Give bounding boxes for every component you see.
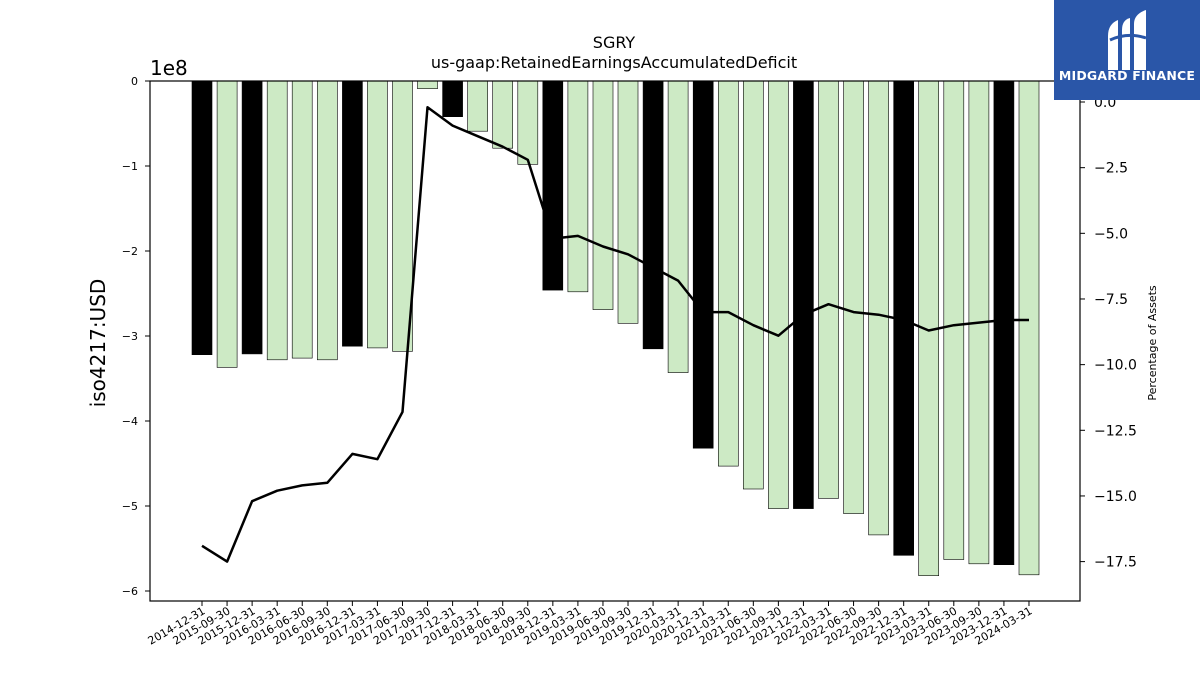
y-axis-ticks: 0 −1 −2 −3 −4 −5 −6	[122, 75, 150, 598]
chart-title: SGRY	[593, 33, 636, 52]
x-axis-ticks: 2014-12-312015-09-302015-12-312016-03-31…	[146, 601, 1034, 648]
y-axis-multiplier: 1e8	[150, 56, 188, 80]
bar	[316, 80, 338, 361]
bar-series	[191, 80, 1040, 577]
bar	[1018, 80, 1040, 576]
y2-axis-label: Percentage of Assets	[1146, 285, 1159, 401]
bar	[567, 80, 589, 293]
bar	[667, 80, 689, 373]
y2-tick-label: −17.5	[1094, 555, 1137, 571]
y-tick-label: −3	[122, 330, 138, 343]
y-axis-label: iso4217:USD	[86, 279, 110, 408]
y-tick-label: −6	[122, 585, 138, 598]
bar	[367, 80, 388, 349]
y2-tick-label: −7.5	[1094, 292, 1128, 308]
y2-tick-label: −12.5	[1094, 423, 1137, 439]
y2-tick-label: −10.0	[1094, 358, 1137, 374]
y-tick-label: −4	[122, 415, 138, 428]
bar	[342, 80, 363, 347]
bar	[793, 80, 814, 509]
bar	[742, 80, 764, 490]
bar	[993, 80, 1015, 566]
bar	[868, 80, 889, 536]
bar	[442, 80, 463, 118]
bar	[943, 80, 965, 560]
y2-tick-label: −15.0	[1094, 489, 1137, 505]
bar	[517, 80, 539, 165]
bar	[392, 80, 413, 352]
y-tick-label: −2	[122, 245, 138, 258]
chart-subtitle: us-gaap:RetainedEarningsAccumulatedDefic…	[431, 53, 797, 72]
bar	[768, 80, 789, 509]
bar	[642, 80, 664, 350]
y-tick-label: −5	[122, 500, 138, 513]
midgard-logo-icon	[1108, 10, 1147, 70]
bar	[417, 80, 438, 89]
y-tick-label: 0	[131, 75, 138, 88]
bar	[717, 80, 739, 467]
percentage-line	[201, 106, 1029, 563]
bar	[617, 80, 639, 324]
plot-frame	[149, 80, 1081, 602]
bar	[216, 80, 238, 368]
y-tick-label: −1	[122, 160, 138, 173]
bar	[843, 80, 864, 514]
y2-tick-label: −5.0	[1094, 226, 1128, 242]
bar	[266, 80, 288, 361]
brand-name: MIDGARD FINANCE	[1058, 68, 1196, 83]
y2-tick-label: −2.5	[1094, 161, 1128, 177]
bar	[191, 80, 213, 356]
y2-axis-ticks: 0.0−2.5−5.0−7.5−10.0−12.5−15.0−17.5	[1080, 95, 1137, 571]
bar	[692, 80, 714, 449]
bar	[492, 80, 514, 149]
bar	[818, 80, 839, 499]
bar	[467, 80, 489, 132]
bar	[241, 80, 263, 355]
bar	[542, 80, 564, 291]
bar	[291, 80, 313, 359]
bar	[592, 80, 614, 310]
